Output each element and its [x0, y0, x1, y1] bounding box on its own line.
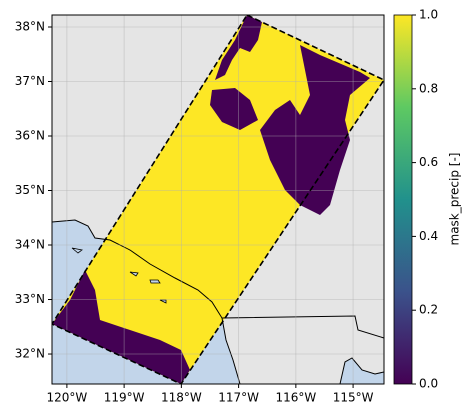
x-tick-label: 117°W: [218, 391, 259, 405]
no-precip-region: [52, 270, 190, 384]
coastline: [52, 219, 384, 384]
y-tick-label: 32°N: [15, 347, 45, 361]
colorbar-label: mask_precip [-]: [448, 153, 462, 246]
y-tick-label: 33°N: [15, 292, 45, 306]
map-area: [52, 15, 384, 384]
x-tick-label: 115°W: [333, 391, 374, 405]
islands: [71, 247, 167, 304]
y-tick-label: 36°N: [15, 129, 45, 143]
y-tick-label: 38°N: [15, 19, 45, 33]
map-frame: [51, 14, 385, 385]
colorbar-tick-label: 0.0: [419, 377, 438, 391]
colorbar-tick-label: 0.6: [419, 155, 438, 169]
colorbar: [393, 14, 413, 385]
colorbar-tick-label: 1.0: [419, 8, 438, 22]
colorbar-tick-label: 0.2: [419, 303, 438, 317]
swath: [52, 15, 384, 384]
x-tick-label: 118°W: [161, 391, 202, 405]
y-tick-label: 34°N: [15, 238, 45, 252]
colorbar-tick-label: 0.8: [419, 81, 438, 95]
x-tick-label: 119°W: [104, 391, 145, 405]
y-tick-label: 37°N: [15, 74, 45, 88]
swath-outline: [52, 15, 384, 384]
y-tick-label: 35°N: [15, 183, 45, 197]
x-tick-label: 120°W: [46, 391, 87, 405]
x-tick-label: 116°W: [275, 391, 316, 405]
no-precip-region: [210, 88, 258, 130]
no-precip-region: [260, 45, 370, 215]
colorbar-tick-label: 0.4: [419, 229, 438, 243]
grid: [52, 15, 384, 384]
gulf: [340, 358, 384, 384]
